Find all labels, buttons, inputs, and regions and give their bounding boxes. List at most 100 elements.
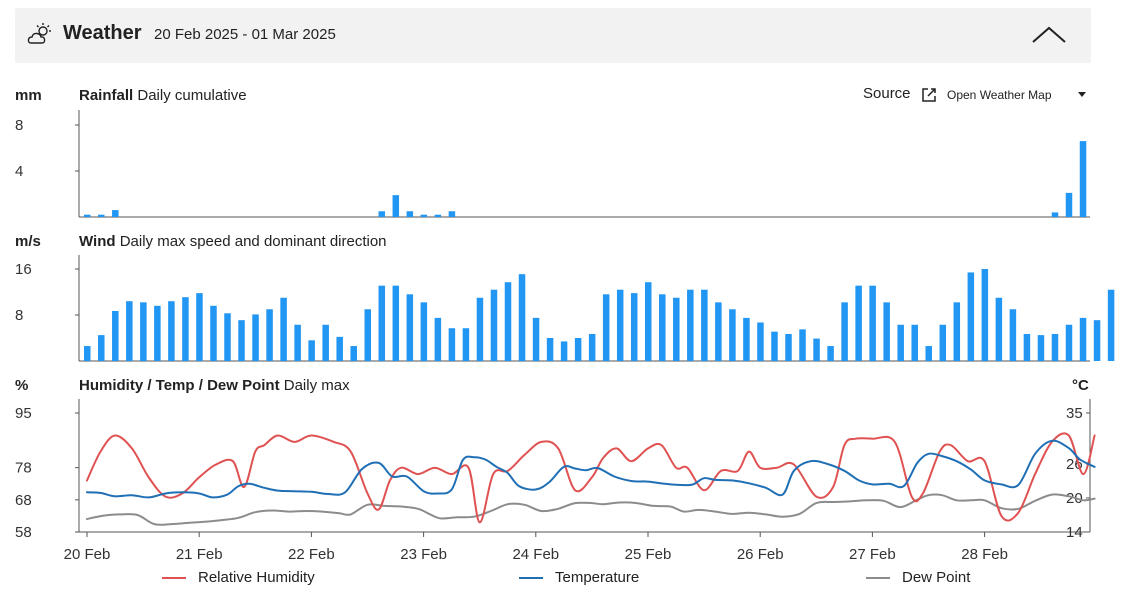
wind-bar: [168, 301, 175, 361]
legend-humidity-label: Relative Humidity: [198, 569, 315, 586]
caret-down-icon[interactable]: [1078, 92, 1086, 97]
rainfall-bar: [1065, 192, 1073, 217]
temperature-line: [86, 439, 1096, 499]
wind-bar: [799, 329, 806, 361]
wind-bar: [406, 294, 414, 361]
rainfall-bar: [378, 211, 386, 217]
wind-bar: [588, 333, 596, 361]
htd-x-tick-label: 21 Feb: [176, 546, 223, 563]
wind-bar: [616, 289, 624, 361]
rainfall-ytick-label: 4: [15, 163, 23, 180]
wind-bar: [743, 317, 750, 361]
wind-bar: [280, 297, 287, 361]
wind-bar: [294, 324, 301, 361]
rainfall-title-rest: Daily cumulative: [133, 87, 247, 104]
wind-bar: [771, 331, 778, 361]
rainfall-bar: [434, 214, 442, 217]
wind-bar: [729, 309, 736, 361]
wind-bar: [238, 320, 245, 361]
htd-right-tick-label: 14: [1066, 524, 1083, 541]
wind-bar: [518, 274, 526, 361]
wind-bar: [420, 302, 428, 361]
wind-bar: [967, 272, 975, 361]
wind-bar: [925, 346, 932, 361]
legend-dew-point-swatch: [866, 577, 890, 579]
wind-bar: [1107, 289, 1115, 361]
wind-bar: [869, 285, 876, 361]
wind-bar: [448, 328, 456, 361]
wind-bar: [126, 301, 133, 361]
htd-title-bold: Humidity / Temp / Dew Point: [79, 377, 280, 394]
htd-title-rest: Daily max: [279, 377, 350, 394]
legend-temperature-label: Temperature: [555, 569, 640, 586]
wind-bar: [645, 282, 652, 361]
wind-bar: [659, 294, 666, 361]
wind-bar: [953, 302, 961, 361]
htd-left-tick-label: 95: [15, 405, 32, 422]
wind-bar: [84, 346, 91, 361]
rainfall-ytick-label: 8: [15, 117, 23, 134]
wind-bar: [182, 297, 189, 361]
htd-x-tick-label: 20 Feb: [64, 546, 111, 563]
wind-bar: [252, 314, 259, 361]
rainfall-bar: [1051, 212, 1059, 217]
legend-dew-point-label: Dew Point: [902, 569, 971, 586]
rainfall-bar: [98, 214, 105, 217]
htd-right-tick-label: 35: [1066, 405, 1083, 422]
source-label: Source: [863, 85, 911, 102]
rainfall-bar: [448, 211, 456, 217]
legend-humidity-swatch: [162, 577, 186, 579]
wind-bar: [701, 289, 708, 361]
wind-bar: [210, 305, 217, 361]
wind-bar: [266, 309, 273, 361]
rainfall-bar: [420, 214, 428, 217]
htd-left-tick-label: 68: [15, 492, 32, 509]
htd-right-tick-label: 26: [1066, 456, 1083, 473]
wind-bar: [392, 285, 400, 361]
wind-bar: [1023, 333, 1031, 361]
chevron-up-icon[interactable]: [1029, 22, 1069, 48]
wind-bar: [883, 302, 890, 361]
wind-title-rest: Daily max speed and dominant direction: [115, 233, 387, 250]
legend-temperature-swatch: [519, 577, 543, 579]
wind-ytick-label: 8: [15, 307, 23, 324]
wind-bar: [476, 297, 484, 361]
wind-bar: [574, 338, 582, 361]
wind-bar: [715, 302, 722, 361]
wind-bar: [855, 285, 862, 361]
partly-cloudy-icon: [27, 23, 51, 44]
htd-x-tick-label: 26 Feb: [737, 546, 784, 563]
htd-x-tick-label: 23 Feb: [400, 546, 447, 563]
htd-x-tick-label: 25 Feb: [625, 546, 672, 563]
source-value: Open Weather Map: [947, 88, 1052, 102]
htd-x-tick-label: 27 Feb: [849, 546, 896, 563]
wind-bar: [785, 333, 792, 361]
htd-title: Humidity / Temp / Dew Point Daily max: [79, 377, 350, 394]
wind-bar: [687, 289, 694, 361]
source-selector[interactable]: Source Open Weather Map: [863, 84, 1093, 106]
external-link-icon[interactable]: [921, 87, 937, 103]
wind-bar: [546, 338, 554, 361]
wind-bar: [196, 293, 203, 361]
wind-bar: [140, 302, 147, 361]
wind-title: Wind Daily max speed and dominant direct…: [79, 233, 387, 250]
humidity-line: [86, 432, 1096, 524]
rainfall-title: Rainfall Daily cumulative: [79, 87, 247, 104]
wind-bar: [1065, 324, 1073, 361]
wind-unit: m/s: [15, 233, 41, 250]
wind-bar: [98, 335, 105, 361]
weather-header: Weather 20 Feb 2025 - 01 Mar 2025: [15, 8, 1091, 63]
wind-bar: [757, 322, 764, 361]
wind-bar: [1009, 309, 1017, 361]
wind-bar: [462, 328, 470, 361]
wind-bar: [827, 346, 834, 361]
wind-bar: [350, 346, 357, 361]
wind-ytick-label: 16: [15, 261, 32, 278]
wind-bar: [981, 269, 989, 361]
wind-bar: [112, 310, 119, 361]
wind-bar: [154, 305, 161, 361]
wind-bar: [504, 282, 512, 361]
humidity-unit: %: [15, 377, 29, 394]
wind-bar: [995, 297, 1003, 361]
